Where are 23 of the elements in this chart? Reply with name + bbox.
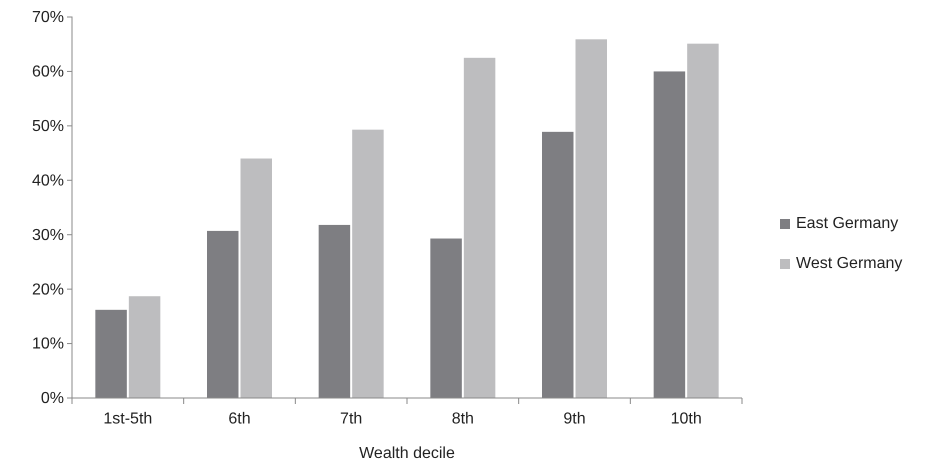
x-tick-label: 6th	[228, 410, 251, 428]
x-tick-label: 8th	[452, 410, 474, 428]
x-tick-label: 9th	[563, 410, 586, 428]
y-tick-label: 0%	[40, 390, 64, 408]
x-tick-label: 10th	[670, 410, 702, 428]
bar	[240, 158, 272, 398]
legend-label: East Germany	[796, 215, 898, 232]
y-tick-label: 70%	[32, 9, 64, 26]
bar	[687, 44, 719, 398]
bar	[464, 58, 496, 398]
x-axis-title: Wealth decile	[359, 445, 455, 462]
x-tick-label: 7th	[340, 410, 362, 428]
x-tick-label: 1st-5th	[103, 410, 152, 428]
y-tick-label: 30%	[32, 226, 64, 244]
y-tick-label: 60%	[32, 64, 64, 81]
y-tick-label: 10%	[32, 336, 64, 353]
bar	[128, 296, 160, 398]
y-tick-label: 20%	[32, 281, 64, 298]
bar	[576, 39, 607, 398]
y-tick-label: 50%	[32, 118, 64, 135]
legend-label: West Germany	[796, 255, 902, 272]
bar	[352, 130, 384, 398]
y-tick-label: 40%	[32, 172, 64, 190]
